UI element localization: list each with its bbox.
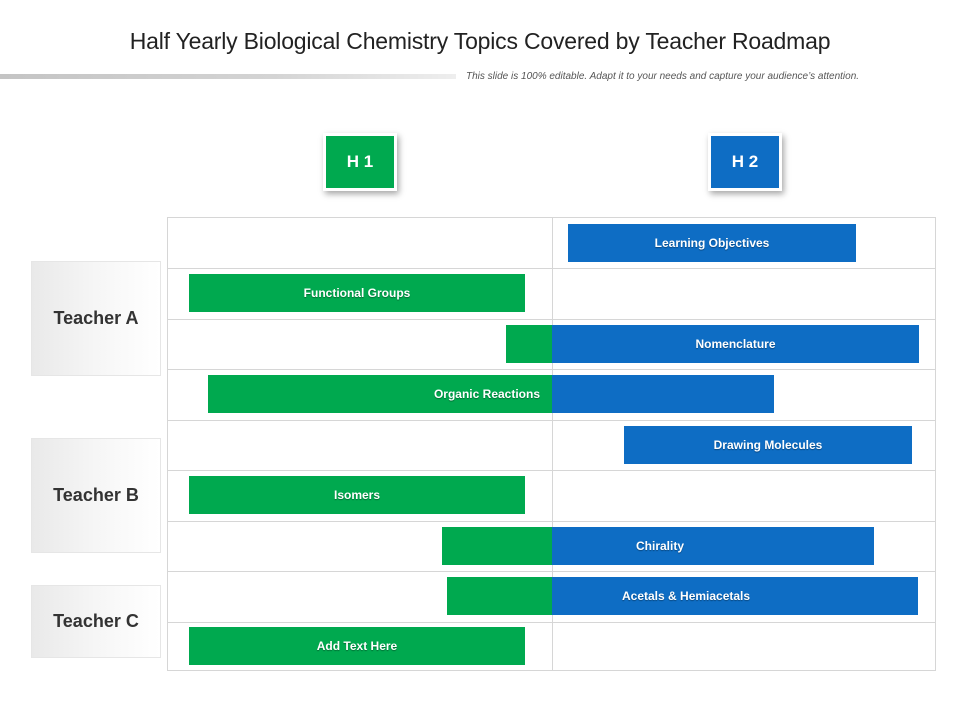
task-label-acetals-hemiacetals: Acetals & Hemiacetals	[622, 589, 751, 603]
grid-row-divider	[168, 521, 935, 522]
grid-row-divider	[168, 571, 935, 572]
task-bar-organic-reactions-h1: Organic Reactions	[208, 375, 552, 413]
task-bar-acetals-h1	[447, 577, 552, 615]
grid-row-divider	[168, 268, 935, 269]
grid-row-divider	[168, 319, 935, 320]
task-label-organic-reactions: Organic Reactions	[433, 387, 540, 401]
roadmap-grid	[167, 217, 936, 671]
task-bar-functional-groups: Functional Groups	[189, 274, 525, 312]
task-bar-organic-reactions-h2	[552, 375, 774, 413]
task-bar-drawing-molecules: Drawing Molecules	[624, 426, 912, 464]
subtitle: This slide is 100% editable. Adapt it to…	[466, 71, 860, 82]
task-bar-isomers: Isomers	[189, 476, 525, 514]
title-underline	[0, 74, 456, 79]
task-bar-chirality-h1	[442, 527, 552, 565]
task-bar-chirality-h2: Chirality	[552, 527, 874, 565]
teacher-a-label: Teacher A	[31, 261, 161, 376]
page-title: Half Yearly Biological Chemistry Topics …	[129, 28, 831, 54]
teacher-c-label: Teacher C	[31, 585, 161, 658]
header-h2: H 2	[708, 133, 782, 191]
task-label-chirality: Chirality	[636, 539, 685, 553]
task-bar-acetals-h2: Acetals & Hemiacetals	[552, 577, 918, 615]
teacher-b-label: Teacher B	[31, 438, 161, 553]
grid-row-divider	[168, 369, 935, 370]
header-h1: H 1	[323, 133, 397, 191]
task-bar-add-text-here: Add Text Here	[189, 627, 525, 665]
grid-row-divider	[168, 470, 935, 471]
grid-row-divider	[168, 420, 935, 421]
task-bar-nomenclature-h2: Nomenclature	[552, 325, 919, 363]
task-bar-nomenclature-h1	[506, 325, 552, 363]
grid-row-divider	[168, 622, 935, 623]
task-bar-learning-objectives: Learning Objectives	[568, 224, 856, 262]
half-divider	[552, 218, 553, 670]
